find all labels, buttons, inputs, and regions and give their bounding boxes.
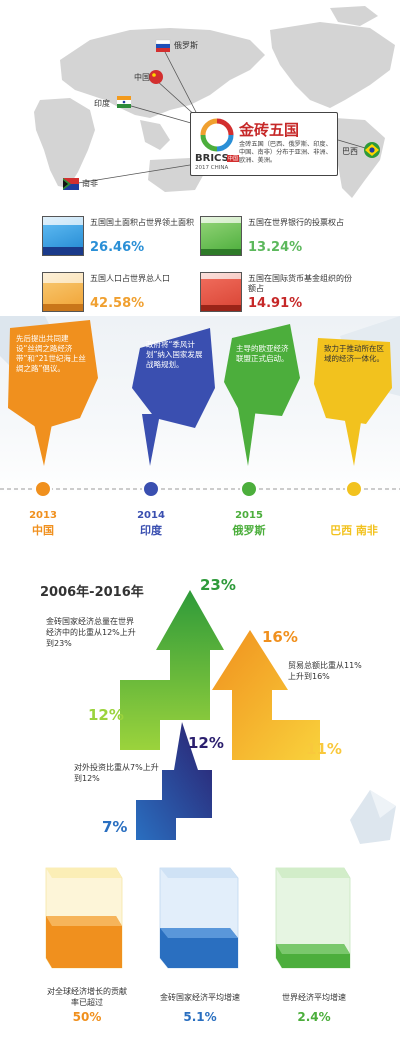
trade-to-value: 16%	[262, 628, 298, 646]
prism-graphics	[45, 867, 351, 969]
timeline-text-china: 先后提出共同建设“丝绸之路经济带”和“21世纪海上丝绸之路”倡议。	[16, 334, 86, 373]
timeline-text-brazil-south-africa: 致力于推动所在区域的经济一体化。	[324, 344, 384, 363]
timeline-dot-brazil-south-africa	[345, 480, 363, 498]
label-china: 中国	[134, 73, 150, 82]
china-flag-icon	[149, 70, 163, 84]
africa-landmass	[34, 98, 95, 188]
brics-logo-icon	[200, 118, 234, 152]
timeline-country-india: 印度	[140, 524, 162, 537]
timeline-text-india: 政府将“季风计划”纳入国家发展战略规划。	[146, 340, 203, 369]
label-russia: 俄罗斯	[174, 41, 198, 50]
stat-imf-share-tile	[200, 272, 242, 312]
stat-land-area-text: 五国国土面积占世界领土面积	[90, 218, 194, 227]
timeline-year-india: 2014	[137, 510, 165, 521]
prism-contribution-label: 对全球经济增长的贡献率已超过	[47, 987, 127, 1007]
gdp-from-value: 12%	[88, 706, 124, 724]
trade-arrow	[212, 630, 320, 760]
prism-world-growth-label: 世界经济平均增速	[282, 993, 346, 1002]
stat-imf-share-value: 14.91%	[248, 296, 303, 311]
southeast-asia-landmass	[140, 120, 170, 150]
prism-contribution	[45, 867, 123, 969]
europe-asia-landmass	[60, 28, 265, 118]
timeline-bubble-brazil-south-africa	[314, 338, 392, 424]
north-america-landmass	[270, 22, 395, 108]
timeline-bubble-india	[132, 328, 215, 428]
india-flag-icon	[117, 96, 131, 108]
stat-world-bank-votes-tile	[200, 216, 242, 256]
pointer-line-russia	[164, 51, 199, 117]
stat-population: 五国人口占世界总人口 42.58%	[42, 272, 202, 314]
gdp-arrow	[120, 590, 224, 750]
prism-brics-growth	[159, 867, 239, 969]
brics-logo-badge: 中国	[227, 155, 240, 162]
russia-flag-icon	[155, 39, 171, 52]
decor-crystal	[350, 790, 396, 844]
pointer-line-india	[123, 103, 199, 126]
prism-contribution-value: 50%	[72, 1010, 102, 1024]
brics-logo-word: BRICS	[195, 153, 229, 164]
timeline-dot-china	[34, 480, 52, 498]
label-south-africa: 南非	[82, 179, 98, 188]
stat-world-bank-votes-text: 五国在世界银行的投票权占	[248, 218, 344, 227]
timeline-bubble-russia	[224, 324, 300, 416]
pointer-line-south-africa	[71, 164, 191, 185]
timeline-dot-india	[142, 480, 160, 498]
stat-imf-share: 五国在国际货币基金组织的份额占 14.91%	[200, 272, 360, 314]
prism-brics-growth-label: 金砖国家经济平均增速	[160, 993, 240, 1002]
stat-land-area: 五国国土面积占世界领土面积 26.46%	[42, 216, 202, 258]
trade-from-value: 11%	[306, 740, 342, 758]
fdi-annotation: 对外投资比重从7%上升到12%	[74, 763, 159, 783]
prism-world-growth-value: 2.4%	[297, 1010, 331, 1024]
trade-annotation: 贸易总额比重从11%上升到16%	[288, 661, 362, 681]
prism-world-growth	[275, 867, 351, 969]
stat-world-bank-votes-value: 13.24%	[248, 240, 303, 255]
gdp-to-value: 23%	[200, 576, 236, 594]
fdi-to-value: 12%	[188, 734, 224, 752]
stat-world-bank-votes: 五国在世界银行的投票权占 13.24%	[200, 216, 360, 258]
timeline-text-russia: 主导的欧亚经济联盟正式启动。	[236, 344, 289, 363]
timeline-pointer-india	[142, 414, 160, 466]
timeline-pointer-russia	[238, 408, 256, 466]
timeline-pointer-brazil-south-africa	[344, 416, 362, 466]
timeline-year-china: 2013	[29, 510, 57, 521]
stat-population-tile	[42, 272, 84, 312]
gdp-annotation: 金砖国家经济总量在世界经济中的比重从12%上升到23%	[46, 617, 136, 648]
world-map-section: 俄罗斯 中国 印度 南非 巴西 BRICS 中国 2017 CHINA 金砖五国…	[0, 0, 400, 200]
stat-population-value: 42.58%	[90, 296, 145, 311]
label-india: 印度	[94, 99, 110, 108]
stat-land-area-tile	[42, 216, 84, 256]
brics-title: 金砖五国	[239, 121, 300, 139]
period-title: 2006年-2016年	[40, 585, 144, 600]
stat-imf-share-text: 五国在国际货币基金组织的份额占	[248, 274, 352, 293]
brazil-flag-icon	[364, 142, 380, 158]
stat-population-text: 五国人口占世界总人口	[90, 274, 170, 283]
prism-contribution-fill	[46, 916, 122, 968]
label-brazil: 巴西	[342, 147, 358, 156]
stat-land-area-value: 26.46%	[90, 240, 145, 255]
pointer-line-china	[155, 79, 199, 119]
greenland-landmass	[330, 6, 378, 26]
prism-brics-growth-value: 5.1%	[183, 1010, 217, 1024]
timeline-bubble-china	[8, 320, 98, 430]
timeline-year-russia: 2015	[235, 510, 263, 521]
south-africa-flag-icon	[63, 178, 79, 190]
timeline-country-russia: 俄罗斯	[232, 524, 266, 537]
timeline-dot-russia	[240, 480, 258, 498]
south-america-landmass	[332, 118, 385, 198]
fdi-arrow	[136, 722, 212, 840]
timeline-country-china: 中国	[32, 524, 54, 537]
timeline-graphics	[0, 316, 400, 498]
fdi-from-value: 7%	[102, 818, 128, 836]
growth-arrows	[120, 590, 320, 840]
timeline-country-brazil-south-africa: 巴西 南非	[330, 524, 378, 537]
brics-logo-subtitle: 2017 CHINA	[195, 165, 229, 171]
brics-description: 金砖五国（巴西、俄罗斯、印度、中国、南非）分布于亚洲、非洲、欧洲、美洲。	[239, 141, 332, 164]
timeline-pointer-china	[34, 424, 52, 466]
brics-info-box: BRICS 中国 2017 CHINA 金砖五国 金砖五国（巴西、俄罗斯、印度、…	[190, 112, 338, 176]
